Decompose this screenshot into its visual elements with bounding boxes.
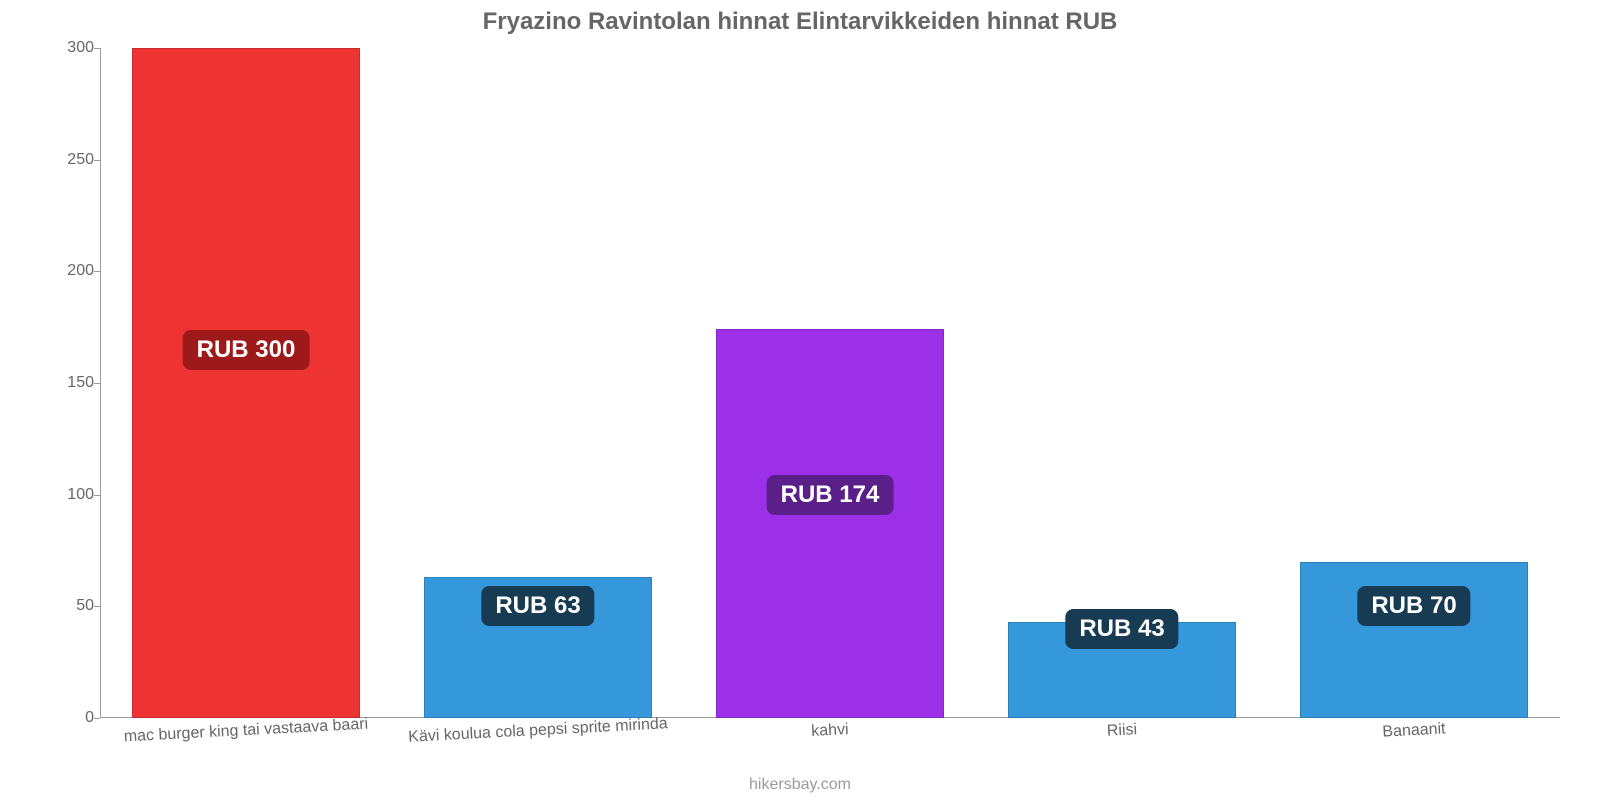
bar (1300, 562, 1528, 718)
y-tick-label: 200 (67, 262, 94, 280)
y-tick-label: 50 (76, 597, 94, 615)
y-tick-label: 150 (67, 374, 94, 392)
y-tick-mark (94, 718, 100, 719)
y-tick-label: 0 (85, 709, 94, 727)
y-tick-mark (94, 606, 100, 607)
y-tick-label: 250 (67, 151, 94, 169)
chart-title: Fryazino Ravintolan hinnat Elintarvikkei… (0, 0, 1600, 36)
bar-value-label: RUB 43 (1065, 609, 1178, 649)
x-tick-label: Banaanit (1382, 720, 1446, 741)
y-tick-mark (94, 48, 100, 49)
bar-value-label: RUB 70 (1357, 586, 1470, 626)
bar (132, 48, 360, 718)
bar (716, 329, 944, 718)
y-tick-mark (94, 383, 100, 384)
y-tick-mark (94, 271, 100, 272)
x-tick-label: Kävi koulua cola pepsi sprite mirinda (408, 715, 668, 747)
y-tick-mark (94, 495, 100, 496)
y-tick-label: 100 (67, 486, 94, 504)
x-tick-label: mac burger king tai vastaava baari (123, 716, 368, 747)
bar-value-label: RUB 174 (767, 475, 894, 515)
bar-value-label: RUB 63 (481, 586, 594, 626)
y-tick-mark (94, 160, 100, 161)
bar-value-label: RUB 300 (183, 330, 310, 370)
x-tick-label: Riisi (1106, 721, 1137, 741)
x-tick-label: kahvi (811, 721, 849, 741)
x-axis-labels: mac burger king tai vastaava baariKävi k… (100, 722, 1560, 762)
plot-area: RUB 300 RUB 63 RUB 174 RUB 43 RUB 70 (100, 48, 1560, 718)
y-axis-line (100, 48, 101, 718)
y-tick-label: 300 (67, 39, 94, 57)
chart-footer: hikersbay.com (0, 776, 1600, 794)
